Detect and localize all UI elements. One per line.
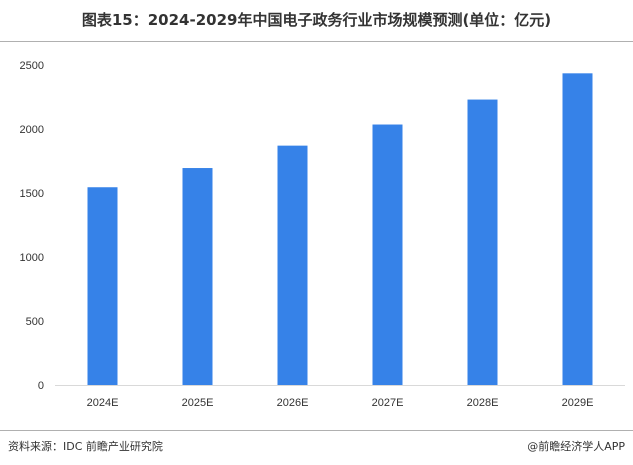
y-tick-label: 1000 bbox=[20, 252, 44, 264]
x-tick-label: 2029E bbox=[562, 397, 594, 409]
bar-2025e bbox=[182, 168, 213, 385]
x-axis-ticks: 2024E 2025E 2026E 2027E 2028E 2029E bbox=[87, 397, 594, 409]
bar-chart: 0 500 1000 1500 2000 2500 2024E 2025E 2026E 2027… bbox=[20, 60, 625, 409]
y-tick-label: 500 bbox=[26, 316, 44, 328]
chart-title: 图表15：2024-2029年中国电子政务行业市场规模预测(单位：亿元) bbox=[81, 11, 552, 29]
bar-2024e bbox=[87, 187, 118, 385]
y-tick-label: 1500 bbox=[20, 188, 44, 200]
x-tick-label: 2026E bbox=[277, 397, 309, 409]
bar-2027e bbox=[372, 124, 403, 386]
x-tick-label: 2028E bbox=[467, 397, 499, 409]
bars bbox=[87, 73, 593, 386]
bar-2029e bbox=[562, 73, 593, 385]
credit-note: @前瞻经济学人APP bbox=[527, 440, 625, 453]
source-note: 资料来源：IDC 前瞻产业研究院 bbox=[8, 440, 163, 453]
bar-2028e bbox=[467, 99, 498, 385]
x-tick-label: 2027E bbox=[372, 397, 404, 409]
y-tick-label: 0 bbox=[38, 380, 44, 392]
title-divider bbox=[0, 41, 633, 42]
x-tick-label: 2025E bbox=[182, 397, 214, 409]
y-axis-ticks: 0 500 1000 1500 2000 2500 bbox=[20, 60, 44, 392]
y-tick-label: 2500 bbox=[20, 60, 44, 72]
y-tick-label: 2000 bbox=[20, 124, 44, 136]
footer-divider bbox=[0, 430, 633, 431]
bar-2026e bbox=[277, 145, 308, 385]
x-tick-label: 2024E bbox=[87, 397, 119, 409]
